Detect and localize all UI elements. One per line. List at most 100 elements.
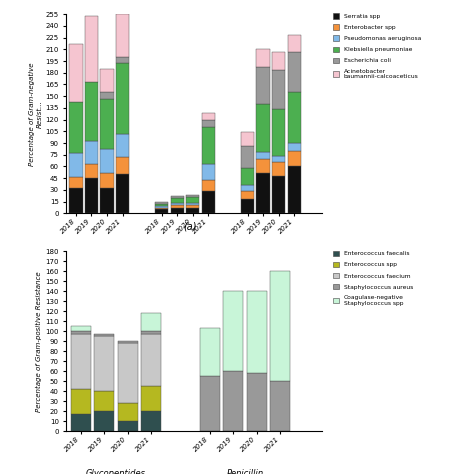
Legend: Serratia spp, Enterobacter spp, Pseudomonas aeruginosa, Klebsiella pneumoniae, E: Serratia spp, Enterobacter spp, Pseudomo… (333, 13, 421, 80)
Bar (94, 334, 114, 336)
Bar (288, 151, 301, 166)
Bar (272, 155, 285, 162)
Bar (69, 44, 82, 102)
Bar (241, 132, 254, 146)
Bar (270, 381, 290, 431)
Bar (118, 341, 137, 343)
Bar (202, 180, 215, 191)
Bar (141, 411, 161, 431)
Bar (202, 127, 215, 164)
Bar (202, 120, 215, 127)
Bar (85, 178, 98, 213)
Bar (116, 174, 129, 213)
Bar (202, 191, 215, 213)
Bar (256, 153, 270, 159)
Bar (247, 374, 266, 431)
Bar (85, 82, 98, 141)
Bar (141, 331, 161, 334)
Bar (69, 153, 82, 177)
Bar (69, 177, 82, 188)
Bar (241, 199, 254, 213)
Bar (171, 206, 184, 208)
Bar (256, 49, 270, 66)
Bar (202, 164, 215, 180)
Bar (71, 414, 91, 431)
Bar (116, 57, 129, 64)
Bar (241, 185, 254, 191)
Bar (94, 411, 114, 431)
Bar (100, 173, 114, 188)
Bar (85, 141, 98, 164)
Bar (270, 271, 290, 381)
Bar (186, 197, 200, 203)
Bar (223, 291, 243, 371)
Bar (241, 191, 254, 199)
Bar (288, 143, 301, 151)
Bar (71, 331, 91, 334)
Bar (272, 70, 285, 109)
Bar (116, 134, 129, 157)
Bar (100, 92, 114, 99)
Bar (100, 99, 114, 149)
Bar (116, 157, 129, 174)
Bar (186, 203, 200, 206)
Bar (186, 208, 200, 213)
Bar (272, 162, 285, 176)
Bar (256, 66, 270, 104)
Bar (223, 371, 243, 431)
Bar (141, 334, 161, 386)
Bar (288, 166, 301, 213)
Bar (85, 164, 98, 178)
Bar (100, 188, 114, 213)
Bar (155, 202, 168, 204)
Text: Polymyxin B: Polymyxin B (159, 251, 211, 260)
Text: Carbapenemics: Carbapenemics (66, 251, 132, 260)
Bar (71, 326, 91, 331)
Bar (116, 14, 129, 57)
Bar (171, 203, 184, 206)
Bar (256, 173, 270, 213)
Y-axis label: Percentage of Gram-positive Resistance: Percentage of Gram-positive Resistance (36, 271, 43, 411)
Bar (100, 149, 114, 173)
Bar (71, 334, 91, 389)
Bar (272, 176, 285, 213)
Bar (155, 206, 168, 208)
Bar (288, 92, 301, 143)
Bar (171, 196, 184, 198)
Bar (200, 376, 220, 431)
Bar (171, 198, 184, 203)
Text: (a): (a) (183, 222, 196, 232)
Text: Cephalosporin: Cephalosporin (241, 251, 301, 260)
Bar (256, 104, 270, 153)
Bar (94, 336, 114, 392)
Bar (155, 204, 168, 206)
Bar (171, 208, 184, 213)
Bar (288, 52, 301, 92)
Bar (118, 403, 137, 421)
Bar (155, 210, 168, 213)
Bar (186, 194, 200, 197)
Text: Glycopeptides: Glycopeptides (86, 469, 146, 474)
Bar (200, 328, 220, 376)
Bar (272, 53, 285, 70)
Bar (100, 69, 114, 92)
Bar (272, 109, 285, 155)
Bar (116, 64, 129, 134)
Y-axis label: Percentage of Gram-negative
Resist...: Percentage of Gram-negative Resist... (29, 62, 43, 165)
Bar (241, 168, 254, 185)
Bar (118, 343, 137, 403)
Bar (85, 16, 98, 82)
Bar (141, 313, 161, 331)
Bar (241, 146, 254, 168)
Bar (186, 206, 200, 208)
Bar (118, 421, 137, 431)
Bar (256, 159, 270, 173)
Bar (202, 113, 215, 120)
Bar (69, 102, 82, 153)
Bar (71, 389, 91, 414)
Bar (69, 188, 82, 213)
Bar (247, 291, 266, 374)
Bar (141, 386, 161, 411)
Text: Penicillin: Penicillin (227, 469, 264, 474)
Bar (94, 392, 114, 411)
